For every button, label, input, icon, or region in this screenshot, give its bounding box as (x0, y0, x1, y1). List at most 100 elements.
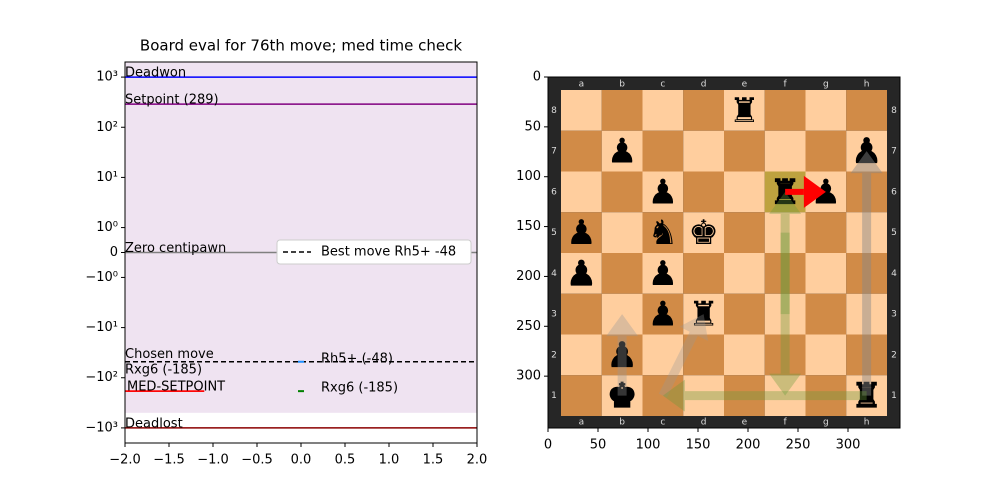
square (561, 212, 602, 253)
rank-label: 7 (551, 147, 557, 157)
y-tick-label: 300 (516, 369, 541, 384)
file-label: d (701, 80, 707, 90)
rank-label: 8 (551, 106, 557, 116)
square (805, 293, 847, 335)
line-label: Setpoint (289) (125, 93, 219, 108)
piece: ♜ (729, 91, 759, 131)
file-label: e (742, 418, 748, 428)
square (642, 253, 684, 294)
square (601, 293, 643, 335)
line-label: Chosen move Rxg6 (-185) (125, 347, 214, 378)
rank-label: 2 (551, 350, 557, 360)
piece: ♜ (851, 376, 881, 416)
square (642, 130, 684, 172)
square (561, 253, 602, 294)
square (805, 130, 847, 172)
square (724, 293, 765, 335)
x-tick-label: 50 (590, 438, 607, 453)
square (805, 253, 847, 294)
y-tick-label: 0 (110, 245, 118, 260)
file-label: b (619, 418, 625, 428)
line-label: Deadlost (125, 416, 183, 431)
x-tick-label: 250 (786, 438, 811, 453)
piece: ♟ (607, 335, 637, 375)
square (764, 334, 806, 376)
square (764, 130, 806, 172)
square (642, 375, 684, 416)
rank-label: 8 (891, 106, 897, 116)
x-tick-label: −2.0 (109, 453, 141, 468)
piece: ♟ (648, 295, 678, 335)
y-tick-label: −10² (85, 370, 118, 385)
x-tick-label: 300 (836, 438, 861, 453)
y-tick-label: −10¹ (85, 320, 118, 335)
square (683, 90, 724, 131)
arrow-head (679, 314, 709, 341)
square (764, 90, 806, 131)
candidate-marker (298, 360, 304, 363)
x-tick-label: 150 (686, 438, 711, 453)
square (561, 293, 602, 335)
x-tick-label: 0 (544, 438, 552, 453)
square (683, 212, 724, 253)
piece: ♟ (648, 172, 678, 212)
square (642, 212, 684, 253)
file-label: h (864, 418, 870, 428)
rank-label: 6 (891, 187, 897, 197)
file-label: a (579, 418, 585, 428)
rank-label: 2 (891, 350, 897, 360)
square (846, 375, 887, 416)
x-tick-label: 200 (736, 438, 761, 453)
axes-frame (547, 76, 901, 429)
x-tick-label: 2.0 (467, 453, 488, 468)
y-tick-label: 50 (524, 119, 541, 134)
square (683, 375, 724, 416)
square (846, 253, 887, 294)
square (846, 90, 887, 131)
square (683, 334, 724, 376)
x-tick-label: 100 (636, 438, 661, 453)
x-tick-label: −0.5 (241, 453, 273, 468)
file-label: d (701, 418, 707, 428)
rank-label: 3 (891, 310, 897, 320)
square (764, 212, 806, 253)
x-tick-label: −1.0 (197, 453, 229, 468)
square (561, 375, 602, 416)
square (601, 212, 643, 253)
rank-label: 5 (551, 228, 557, 238)
x-tick-label: 1.0 (379, 453, 400, 468)
square (724, 212, 765, 253)
y-tick-label: 200 (516, 269, 541, 284)
file-label: f (784, 80, 788, 90)
file-label: e (742, 80, 748, 90)
y-tick-label: 250 (516, 319, 541, 334)
file-label: h (864, 80, 870, 90)
file-label: g (823, 418, 829, 428)
file-label: a (579, 80, 585, 90)
candidate-marker (298, 390, 304, 393)
y-tick-label: 0 (533, 70, 541, 85)
square (805, 212, 847, 253)
y-tick-label: −10³ (85, 420, 118, 435)
square (642, 334, 684, 376)
y-tick-label: 10³ (96, 70, 118, 85)
rank-label: 4 (891, 269, 897, 279)
file-label: c (660, 80, 665, 90)
arrow-head (850, 151, 883, 174)
shade-band (125, 62, 477, 413)
square (561, 130, 602, 172)
square (601, 253, 643, 294)
piece: ♟ (648, 254, 678, 294)
square (642, 90, 684, 131)
y-tick-label: 10² (96, 120, 118, 135)
y-tick-label: 10¹ (96, 170, 118, 185)
line-label: Deadwon (125, 66, 186, 81)
square (561, 171, 602, 213)
arrow-head (662, 379, 685, 412)
x-tick-label: −1.5 (153, 453, 185, 468)
square (724, 90, 765, 131)
square (805, 375, 847, 416)
y-tick-label: 10⁰ (96, 220, 118, 235)
candidate-label: Rxg6 (-185) (321, 381, 398, 396)
